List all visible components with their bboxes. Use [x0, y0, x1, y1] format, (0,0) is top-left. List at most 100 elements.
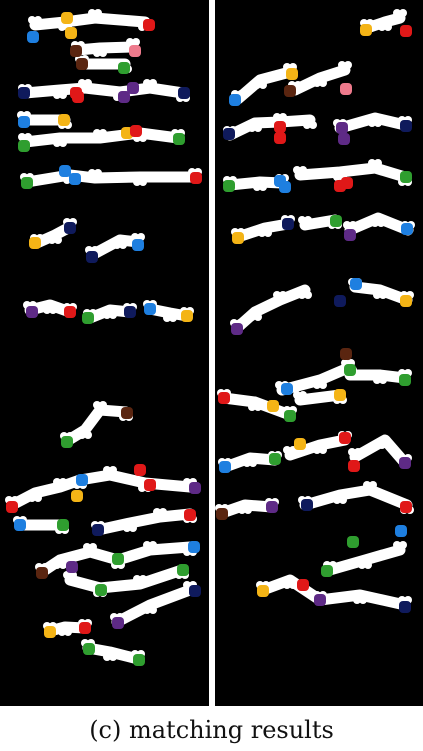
right-panel-marker-orange-0: [360, 24, 372, 36]
right-panel-marker-purple-21: [344, 229, 356, 241]
right-panel-marker-green-16: [223, 180, 235, 192]
left-panel-marker-green-56: [83, 643, 95, 655]
right-panel-marker-green-17: [400, 171, 412, 183]
right-panel-marker-orange-33: [267, 400, 279, 412]
right-panel-marker-green-19: [330, 215, 342, 227]
right-panel-marker-orange-36: [294, 438, 306, 450]
right-panel-marker-red-6: [274, 121, 286, 133]
left-panel-marker-brown-34: [121, 407, 133, 419]
left-panel-marker-red-10: [72, 91, 84, 103]
left-panel-blob-5: [18, 127, 185, 148]
right-panel-marker-blue-45: [395, 525, 407, 537]
left-panel-marker-orange-0: [61, 12, 73, 24]
left-panel-marker-purple-48: [66, 561, 78, 573]
left-panel-marker-orange-40: [71, 490, 83, 502]
right-panel-marker-navy-51: [399, 601, 411, 613]
right-panel-marker-red-39: [348, 460, 360, 472]
left-panel-marker-blue-37: [76, 474, 88, 486]
right-panel-marker-purple-9: [338, 133, 350, 145]
right-panel-marker-green-47: [321, 565, 333, 577]
right-panel-marker-navy-41: [301, 499, 313, 511]
right-panel-marker-red-7: [274, 132, 286, 144]
left-panel-blob-12: [60, 401, 133, 447]
right-panel-blob-21: [323, 541, 407, 576]
left-panel-marker-green-19: [173, 133, 185, 145]
right-panel-marker-blue-30: [281, 383, 293, 395]
left-panel-marker-blue-22: [69, 173, 81, 185]
left-panel-marker-purple-28: [26, 306, 38, 318]
right-panel-blob-1: [231, 63, 297, 105]
right-panel-marker-red-1: [400, 25, 412, 37]
right-panel-marker-orange-25: [400, 295, 412, 307]
left-panel-blob-3: [18, 79, 190, 102]
right-panel-marker-purple-50: [314, 594, 326, 606]
left-panel-marker-navy-44: [92, 524, 104, 536]
right-panel-marker-green-29: [399, 374, 411, 386]
right-panel-blob-3: [223, 113, 317, 141]
left-panel-marker-navy-52: [189, 585, 201, 597]
right-panel-marker-red-32: [218, 392, 230, 404]
left-panel-marker-red-38: [144, 479, 156, 491]
right-panel-marker-red-43: [400, 501, 412, 513]
left-panel-marker-red-36: [134, 464, 146, 476]
right-panel-blob-0: [360, 9, 407, 34]
right-panel-blob-19: [215, 498, 279, 519]
right-panel-marker-green-38: [269, 453, 281, 465]
right-panel-blob-22: [256, 574, 412, 611]
right-panel-marker-orange-31: [334, 389, 346, 401]
left-panel-marker-orange-15: [58, 114, 70, 126]
left-panel-marker-navy-25: [64, 222, 76, 234]
right-panel-marker-navy-10: [223, 128, 235, 140]
left-panel-blob-6: [20, 168, 202, 188]
right-panel-marker-pink-4: [340, 83, 352, 95]
left-panel-marker-navy-26: [86, 251, 98, 263]
right-panel-marker-navy-11: [400, 120, 412, 132]
right-panel-blob-10: [230, 284, 312, 334]
right-panel-marker-purple-8: [336, 122, 348, 134]
left-panel-blob-13: [5, 466, 197, 511]
left-panel-marker-green-7: [118, 62, 130, 74]
left-panel-blob-0: [28, 9, 152, 31]
right-panel-blob-4: [333, 112, 412, 134]
left-panel-marker-purple-11: [127, 82, 139, 94]
right-panel-marker-blue-13: [279, 181, 291, 193]
left-panel-marker-green-50: [177, 564, 189, 576]
left-panel-marker-purple-53: [112, 617, 124, 629]
right-panel-marker-purple-40: [399, 457, 411, 469]
left-panel-marker-green-20: [21, 177, 33, 189]
right-panel-marker-navy-24: [334, 295, 346, 307]
right-panel-marker-orange-49: [257, 585, 269, 597]
right-panel-marker-brown-44: [216, 508, 228, 520]
right-panel-marker-brown-27: [340, 348, 352, 360]
left-panel-marker-green-47: [112, 553, 124, 565]
left-panel-marker-red-18: [130, 125, 142, 137]
right-panel-marker-purple-42: [266, 501, 278, 513]
left-panel-marker-blue-21: [59, 165, 71, 177]
left-panel-marker-orange-55: [44, 626, 56, 638]
left-panel-marker-purple-12: [118, 91, 130, 103]
left-panel-marker-green-57: [133, 654, 145, 666]
matching-figure: [5, 9, 415, 666]
left-panel-marker-red-54: [79, 622, 91, 634]
right-panel-marker-orange-2: [286, 68, 298, 80]
left-panel-blob-16: [35, 541, 197, 578]
left-panel-marker-brown-6: [76, 58, 88, 70]
left-panel-marker-purple-39: [189, 482, 201, 494]
left-panel-marker-red-23: [190, 172, 202, 184]
left-panel-marker-green-35: [61, 436, 73, 448]
right-panel-marker-blue-23: [350, 278, 362, 290]
left-panel-marker-orange-33: [181, 310, 193, 322]
right-panel-marker-navy-18: [282, 218, 294, 230]
right-panel-marker-red-35: [339, 432, 351, 444]
left-panel-marker-orange-3: [65, 27, 77, 39]
left-panel-marker-green-51: [95, 584, 107, 596]
left-panel-marker-blue-2: [27, 31, 39, 43]
left-panel-marker-red-41: [6, 501, 18, 513]
right-panel-blob-12: [275, 359, 355, 396]
left-panel-marker-navy-31: [124, 306, 136, 318]
left-panel-marker-blue-32: [144, 303, 156, 315]
right-panel-marker-orange-20: [232, 232, 244, 244]
right-panel-blob-20: [298, 481, 414, 514]
right-panel-marker-green-34: [284, 410, 296, 422]
left-panel-marker-blue-46: [188, 541, 200, 553]
